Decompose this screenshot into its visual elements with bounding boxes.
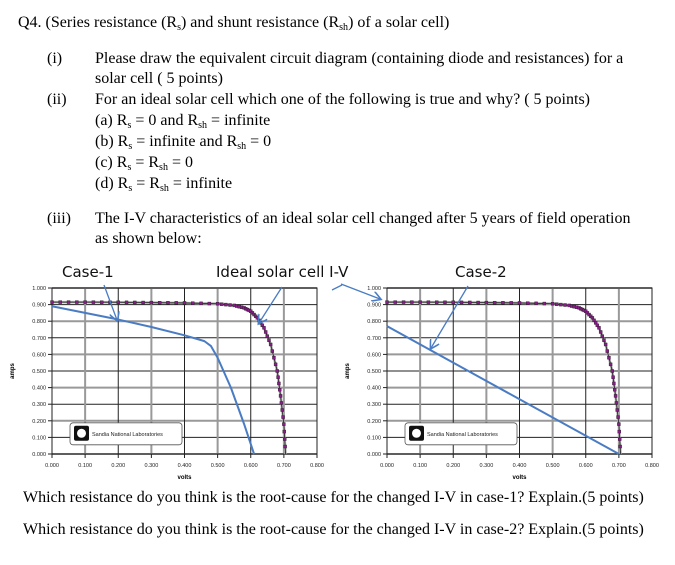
svg-text:0.500: 0.500 bbox=[367, 369, 381, 375]
option-b: (b) Rs = infinite and Rsh = 0 bbox=[95, 131, 271, 152]
svg-text:0.900: 0.900 bbox=[367, 303, 381, 309]
svg-text:0.600: 0.600 bbox=[244, 463, 258, 469]
svg-text:0.100: 0.100 bbox=[367, 435, 381, 441]
arrow-case2 bbox=[431, 285, 469, 348]
svg-text:Sandia National Laboratories: Sandia National Laboratories bbox=[92, 432, 163, 438]
part-ii-line1: For an ideal solar cell which one of the… bbox=[95, 91, 590, 108]
svg-text:0.200: 0.200 bbox=[111, 463, 125, 469]
part-i-line1: Please draw the equivalent circuit diagr… bbox=[95, 50, 624, 67]
svg-text:0.500: 0.500 bbox=[211, 463, 225, 469]
subscript-s: s bbox=[177, 22, 181, 33]
option-text: (b) R bbox=[95, 133, 129, 150]
svg-text:1.000: 1.000 bbox=[367, 286, 381, 292]
option-text: = 0 bbox=[167, 154, 193, 171]
subscript-s: s bbox=[127, 120, 132, 131]
callout-case1: Case-1 bbox=[62, 263, 114, 281]
svg-text:0.300: 0.300 bbox=[367, 402, 381, 408]
option-text: = infinite and R bbox=[132, 133, 238, 150]
svg-text:0.000: 0.000 bbox=[380, 463, 394, 469]
option-c: (c) Rs = Rsh = 0 bbox=[95, 152, 193, 173]
option-text: (d) R bbox=[95, 175, 129, 192]
part-number-iii: (iii) bbox=[47, 210, 71, 227]
subscript-sh: sh bbox=[159, 183, 169, 194]
svg-text:0.200: 0.200 bbox=[32, 419, 46, 425]
svg-text:0.800: 0.800 bbox=[645, 463, 659, 469]
svg-text:0.900: 0.900 bbox=[32, 303, 46, 309]
svg-text:0.800: 0.800 bbox=[367, 319, 381, 325]
svg-text:0.300: 0.300 bbox=[479, 463, 493, 469]
svg-text:0.700: 0.700 bbox=[32, 336, 46, 342]
svg-text:0.700: 0.700 bbox=[612, 463, 626, 469]
title-text: Q4. (Series resistance (R bbox=[18, 14, 178, 31]
option-text: (c) R bbox=[95, 154, 128, 171]
subscript-sh: sh bbox=[237, 141, 247, 152]
option-a: (a) Rs = 0 and Rsh = infinite bbox=[95, 110, 270, 131]
option-text: = R bbox=[132, 175, 160, 192]
callout-case2: Case-2 bbox=[455, 263, 507, 281]
option-text: = infinite bbox=[168, 175, 233, 192]
part-number-i: (i) bbox=[47, 50, 63, 67]
svg-text:1.000: 1.000 bbox=[32, 286, 46, 292]
option-text: = 0 and R bbox=[131, 112, 199, 129]
option-text: = R bbox=[131, 154, 160, 171]
subscript-sh: sh bbox=[339, 22, 349, 33]
svg-text:0.400: 0.400 bbox=[367, 386, 381, 392]
option-d: (d) Rs = Rsh = infinite bbox=[95, 173, 232, 194]
svg-text:0.600: 0.600 bbox=[367, 352, 381, 358]
subscript-s: s bbox=[128, 141, 133, 152]
svg-text:0.300: 0.300 bbox=[144, 463, 158, 469]
svg-text:amps: amps bbox=[345, 363, 351, 379]
option-text: = 0 bbox=[246, 133, 272, 150]
svg-text:0.400: 0.400 bbox=[178, 463, 192, 469]
svg-text:0.700: 0.700 bbox=[277, 463, 291, 469]
svg-text:0.800: 0.800 bbox=[32, 319, 46, 325]
title-text: ) and shunt resistance (R bbox=[180, 14, 340, 31]
svg-text:0.000: 0.000 bbox=[32, 452, 46, 458]
chart-case2: 0.000 0.100 0.200 0.300 0.400 0.500 0.600 0.700… bbox=[335, 280, 670, 480]
svg-text:Sandia National Laboratories: Sandia National Laboratories bbox=[427, 432, 498, 438]
subscript-s: s bbox=[127, 162, 132, 173]
svg-text:0.600: 0.600 bbox=[32, 352, 46, 358]
subscript-sh: sh bbox=[159, 162, 168, 173]
svg-text:0.200: 0.200 bbox=[446, 463, 460, 469]
option-text: = infinite bbox=[207, 112, 271, 129]
part-iii-line2: as shown below: bbox=[95, 230, 202, 247]
arrow-ideal bbox=[259, 286, 283, 323]
svg-text:volts: volts bbox=[177, 475, 192, 480]
chart-case1: 0.000 0.100 0.200 0.300 0.400 0.500 0.600 0.700… bbox=[0, 280, 335, 480]
svg-text:0.700: 0.700 bbox=[367, 336, 381, 342]
svg-text:0.500: 0.500 bbox=[32, 369, 46, 375]
part-iii-line1: The I-V characteristics of an ideal sola… bbox=[95, 210, 631, 227]
followup-case1: Which resistance do you think is the roo… bbox=[23, 489, 644, 506]
title-text: ) of a solar cell) bbox=[348, 14, 450, 31]
svg-text:0.100: 0.100 bbox=[78, 463, 92, 469]
part-number-ii: (ii) bbox=[47, 91, 67, 108]
svg-text:0.200: 0.200 bbox=[367, 419, 381, 425]
svg-text:0.400: 0.400 bbox=[513, 463, 527, 469]
svg-text:0.800: 0.800 bbox=[310, 463, 324, 469]
svg-text:0.400: 0.400 bbox=[32, 386, 46, 392]
svg-text:0.600: 0.600 bbox=[579, 463, 593, 469]
question-title: Q4. (Series resistance (Rs) and shunt re… bbox=[18, 14, 450, 33]
svg-text:0.500: 0.500 bbox=[546, 463, 560, 469]
part-i-line2: solar cell ( 5 points) bbox=[95, 70, 223, 87]
subscript-sh: sh bbox=[198, 120, 208, 131]
svg-text:0.100: 0.100 bbox=[413, 463, 427, 469]
svg-text:0.000: 0.000 bbox=[367, 452, 381, 458]
option-text: (a) R bbox=[95, 112, 128, 129]
arrow-case1 bbox=[103, 284, 117, 320]
callout-ideal: Ideal solar cell I-V bbox=[216, 263, 349, 281]
svg-text:0.100: 0.100 bbox=[32, 435, 46, 441]
svg-text:0.000: 0.000 bbox=[45, 463, 59, 469]
subscript-s: s bbox=[128, 183, 133, 194]
svg-text:volts: volts bbox=[512, 475, 527, 480]
svg-text:0.300: 0.300 bbox=[32, 402, 46, 408]
followup-case2: Which resistance do you think is the roo… bbox=[23, 521, 644, 538]
svg-text:amps: amps bbox=[10, 363, 16, 379]
arrow-ideal-2 bbox=[340, 283, 380, 299]
